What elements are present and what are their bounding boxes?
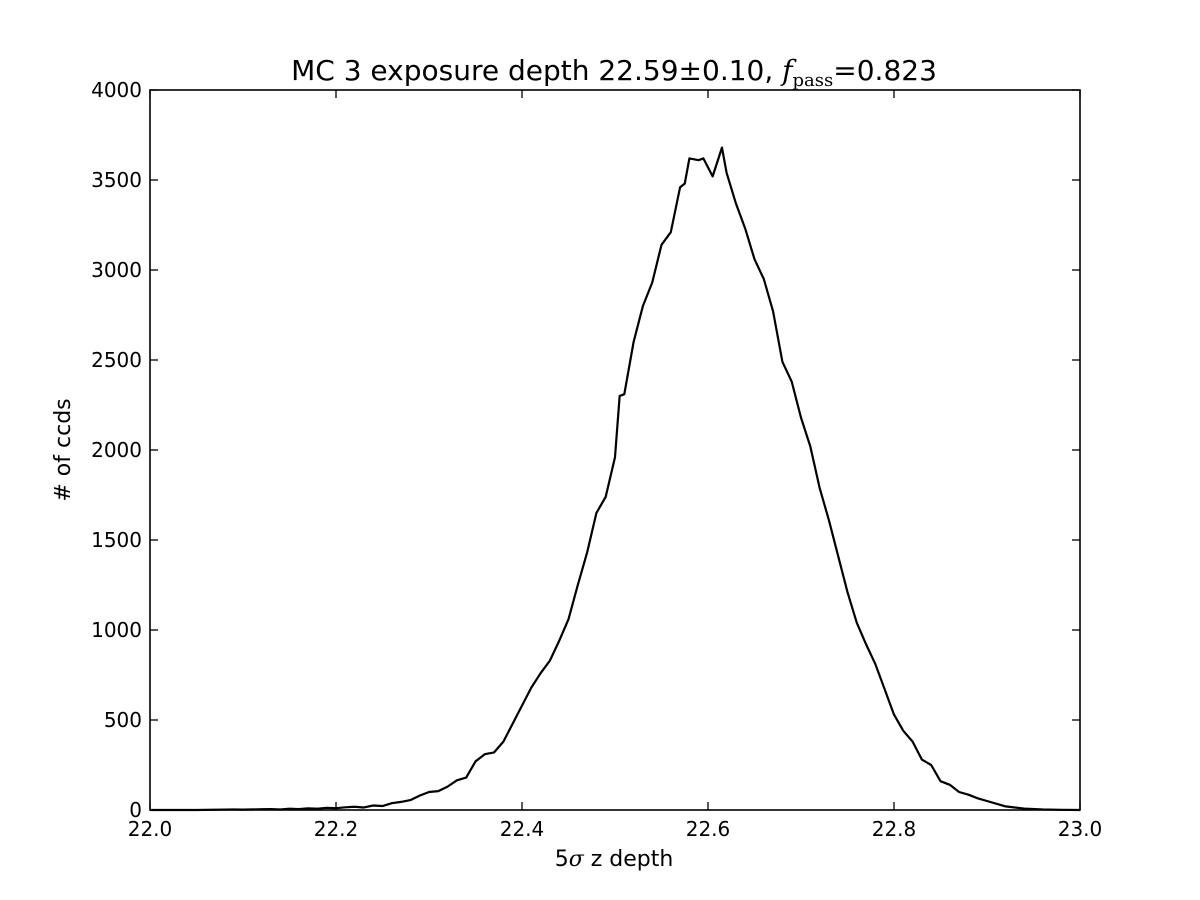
title-value: 0.823	[857, 54, 937, 87]
x-tick-label: 22.0	[128, 817, 173, 841]
y-tick-label: 2500	[91, 348, 142, 372]
x-axis-label-sigma: σ	[569, 847, 585, 872]
x-tick-label: 23.0	[1058, 817, 1103, 841]
x-axis-label-rest: z depth	[584, 847, 674, 872]
chart-title: MC 3 exposure depth 22.59±0.10, fpass=0.…	[291, 54, 937, 91]
x-axis-label-prefix: 5	[555, 847, 569, 872]
y-tick-label: 3000	[91, 258, 142, 282]
y-tick-label: 4000	[91, 78, 142, 102]
title-subscript: pass	[793, 70, 834, 91]
x-tick-label: 22.8	[872, 817, 917, 841]
y-tick-label: 1500	[91, 528, 142, 552]
x-tick-label: 22.6	[686, 817, 731, 841]
x-tick-label: 22.4	[500, 817, 545, 841]
y-tick-label: 0	[129, 798, 142, 822]
y-tick-label: 2000	[91, 438, 142, 462]
ticks: 22.0 22.2 22.4 22.6 22.8 23.0 0 500 1000 1500 2000…	[91, 78, 1102, 841]
y-tick-label: 500	[104, 708, 142, 732]
y-axis-label: # of ccds	[51, 398, 76, 501]
plot-area	[150, 146, 1081, 812]
series-line-0	[150, 146, 1081, 812]
title-eq: =	[833, 54, 856, 87]
y-tick-label: 1000	[91, 618, 142, 642]
title-prefix: MC 3 exposure depth 22.59	[291, 54, 678, 87]
title-err: 0.10,	[702, 54, 782, 87]
y-tick-label: 3500	[91, 168, 142, 192]
x-axis-label: 5σ z depth	[555, 847, 674, 872]
title-pm: ±	[679, 54, 702, 87]
x-tick-label: 22.2	[314, 817, 359, 841]
